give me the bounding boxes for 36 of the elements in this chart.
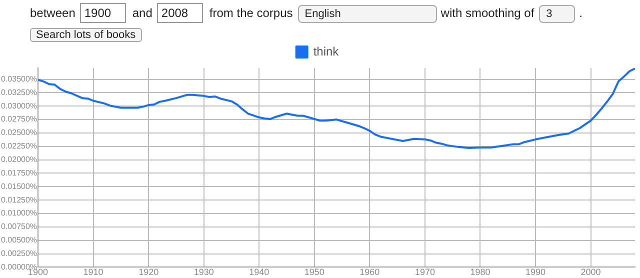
y-tick-label: 0.01500% [1,182,38,191]
y-tick-label: 0.01750% [1,168,38,178]
y-tick-label: 0.02250% [1,142,38,151]
text: and [132,6,152,20]
text: English [304,8,341,20]
text: between [30,6,76,20]
y-tick-label: 0.02750% [1,114,38,124]
x-tick-label: 1950 [304,267,324,278]
text: 2008 [157,3,204,23]
y-tick-label: 0.02500% [1,128,38,138]
y-tick-label: 0.01250% [1,195,38,204]
text: . [579,6,583,20]
x-tick-label: 1910 [83,267,104,278]
text: 1900 [80,3,126,23]
x-tick-label: 1990 [525,267,546,278]
y-tick-label: 0.03250% [1,88,38,97]
y-tick-label: 0.00250% [1,248,38,258]
y-tick-label: 0.03500% [1,74,38,84]
y-tick-label: 0.00750% [1,222,38,232]
text: 3 [546,8,552,20]
text: Search lots of books [30,28,142,42]
y-tick-label: 0.00000% [1,262,38,272]
x-tick-label: 1930 [194,267,214,278]
text: with smoothing of [440,6,534,20]
x-tick-label: 1940 [249,267,270,278]
x-tick-label: 2000 [580,267,601,278]
x-tick-label: 1960 [360,267,380,278]
y-tick-label: 0.02000% [1,155,38,164]
x-tick-label: 1920 [138,267,159,278]
text: from the corpus [209,6,293,20]
y-tick-label: 0.00500% [1,236,38,245]
y-tick-label: 0.01000% [1,208,38,218]
x-tick-label: 1980 [470,267,490,278]
y-tick-label: 0.03000% [1,101,38,110]
legend-label: think [313,44,340,58]
x-tick-label: 1970 [414,267,435,278]
